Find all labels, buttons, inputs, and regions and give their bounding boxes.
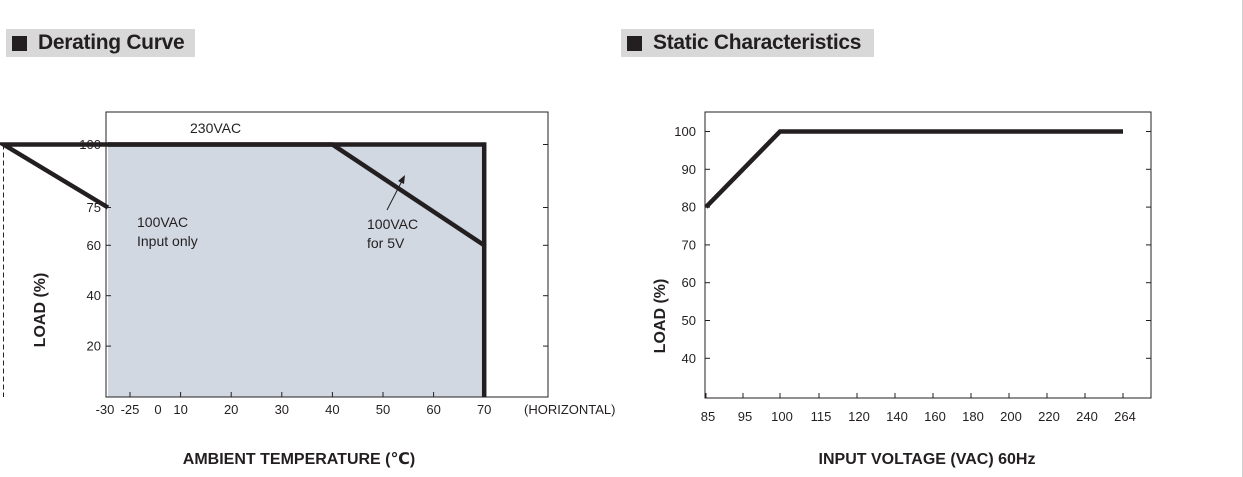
annotation-for5v-2: for 5V: [367, 235, 405, 251]
square-bullet-icon: [12, 35, 27, 51]
x-tick-label: 115: [811, 409, 832, 424]
static-characteristics-chart: 40 50 60 70 80 90 100 85 95 100 115 120 140 160 180 200…: [652, 111, 1152, 468]
x-tick-label: 200: [1000, 409, 1022, 424]
derating-curve-title: Derating Curve: [38, 31, 185, 54]
static-characteristics-header: Static Characteristics: [621, 29, 874, 57]
load-vs-voltage-line: [704, 129, 1123, 209]
y-axis-title: LOAD (%): [32, 273, 49, 348]
x-tick-label: 140: [886, 409, 908, 424]
annotation-arrow-head: [398, 175, 405, 184]
x-tick-label: 10: [173, 402, 187, 417]
x-tick-label: 100: [771, 409, 793, 424]
shaded-operating-area: [108, 144, 485, 397]
annotation-input-only-2: Input only: [137, 233, 198, 249]
derating-curve-header: Derating Curve: [6, 29, 195, 57]
x-tick-label: 0: [154, 402, 161, 417]
x-tick-label: 240: [1076, 409, 1098, 424]
x-axis-title: AMBIENT TEMPERATURE (℃): [183, 451, 415, 468]
y-tick-label: 40: [682, 351, 696, 366]
series-100vac-5v-line: [0, 142, 487, 397]
x-axis-title: INPUT VOLTAGE (VAC) 60Hz: [819, 451, 1036, 468]
x-tick-label: -25: [121, 402, 140, 417]
x-tick-label: 60: [426, 402, 440, 417]
y-tick-label: 60: [682, 275, 696, 290]
x-tick-label: 20: [224, 402, 238, 417]
x-tick-label: 70: [477, 402, 491, 417]
annotation-for5v-1: 100VAC: [367, 216, 418, 232]
square-bullet-icon: [627, 35, 642, 51]
y-axis-title: LOAD (%): [652, 279, 669, 354]
plot-frame: [704, 111, 1152, 399]
y-tick-label: 50: [682, 313, 696, 328]
x-tick-label: 50: [376, 402, 390, 417]
y-tick-label: 100: [674, 124, 696, 139]
x-tick-label: 220: [1038, 409, 1060, 424]
x-tick-label: 180: [962, 409, 984, 424]
y-tick-label: 20: [87, 339, 101, 354]
x-tick-label: 85: [701, 409, 715, 424]
x-tick-label: 120: [848, 409, 870, 424]
y-tick-label: 90: [682, 162, 696, 177]
x-tick-suffix: (HORIZONTAL): [524, 402, 615, 417]
annotation-230vac: 230VAC: [190, 120, 241, 136]
x-tick-label: 30: [275, 402, 289, 417]
y-tick-label: 80: [682, 200, 696, 215]
static-characteristics-title: Static Characteristics: [653, 31, 862, 54]
y-tick-label: 70: [682, 237, 696, 252]
annotation-input-only-1: 100VAC: [137, 214, 188, 230]
y-tick-label: 75: [87, 200, 101, 215]
plot-frame: [105, 111, 549, 398]
x-tick-label: 40: [325, 402, 339, 417]
y-tick-label: 60: [87, 238, 101, 253]
y-tick-label: 40: [87, 288, 101, 303]
x-tick-label: 95: [738, 409, 752, 424]
annotation-arrow-line: [386, 178, 404, 211]
x-tick-label: -30: [96, 402, 115, 417]
x-tick-label: 264: [1114, 409, 1136, 424]
x-tick-label: 160: [924, 409, 946, 424]
